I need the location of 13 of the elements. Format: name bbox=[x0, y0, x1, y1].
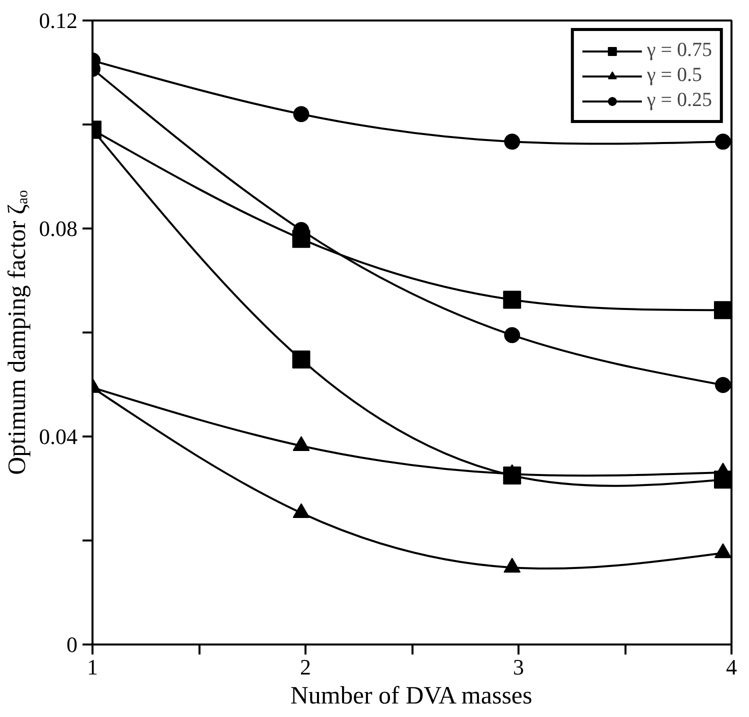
x-tick-label: 4 bbox=[726, 654, 737, 680]
x-tick-label: 2 bbox=[300, 654, 311, 680]
y-tick-label: 0.04 bbox=[39, 424, 78, 449]
x-tick-label: 3 bbox=[513, 654, 524, 680]
x-tick-label: 1 bbox=[87, 654, 98, 680]
y-axis-title: Optimum damping factor ζₐₒ bbox=[4, 190, 31, 475]
y-tick-label: 0.08 bbox=[39, 216, 78, 241]
y-tick-label: 0 bbox=[66, 632, 78, 657]
legend-label: γ = 0.75 bbox=[646, 39, 712, 62]
y-tick-label: 0.12 bbox=[39, 8, 78, 33]
legend-label: γ = 0.5 bbox=[646, 64, 702, 87]
legend-label: γ = 0.25 bbox=[646, 89, 712, 112]
x-axis-title: Number of DVA masses bbox=[290, 682, 532, 710]
